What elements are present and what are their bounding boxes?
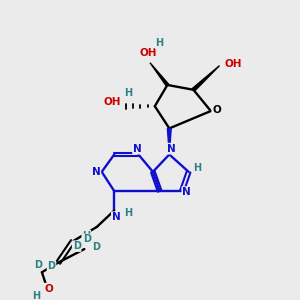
Text: N: N bbox=[167, 144, 176, 154]
Text: D: D bbox=[92, 242, 100, 252]
Text: H: H bbox=[193, 163, 201, 173]
Text: H: H bbox=[32, 291, 40, 300]
Text: N: N bbox=[133, 144, 142, 154]
Text: H: H bbox=[124, 88, 132, 98]
Text: OH: OH bbox=[224, 59, 242, 69]
Text: D: D bbox=[83, 234, 91, 244]
Text: OH: OH bbox=[103, 97, 121, 107]
Polygon shape bbox=[150, 63, 169, 86]
Text: O: O bbox=[44, 284, 53, 294]
Polygon shape bbox=[167, 128, 171, 154]
Polygon shape bbox=[192, 66, 220, 91]
Text: O: O bbox=[212, 105, 221, 115]
Text: N: N bbox=[92, 167, 100, 177]
Text: H: H bbox=[156, 38, 164, 48]
Text: H: H bbox=[124, 208, 132, 218]
Text: N: N bbox=[182, 187, 191, 197]
Text: H: H bbox=[82, 230, 90, 241]
Text: OH: OH bbox=[139, 48, 157, 58]
Text: D: D bbox=[47, 261, 56, 272]
Text: D: D bbox=[73, 241, 81, 251]
Text: D: D bbox=[34, 260, 42, 269]
Text: N: N bbox=[112, 212, 121, 222]
